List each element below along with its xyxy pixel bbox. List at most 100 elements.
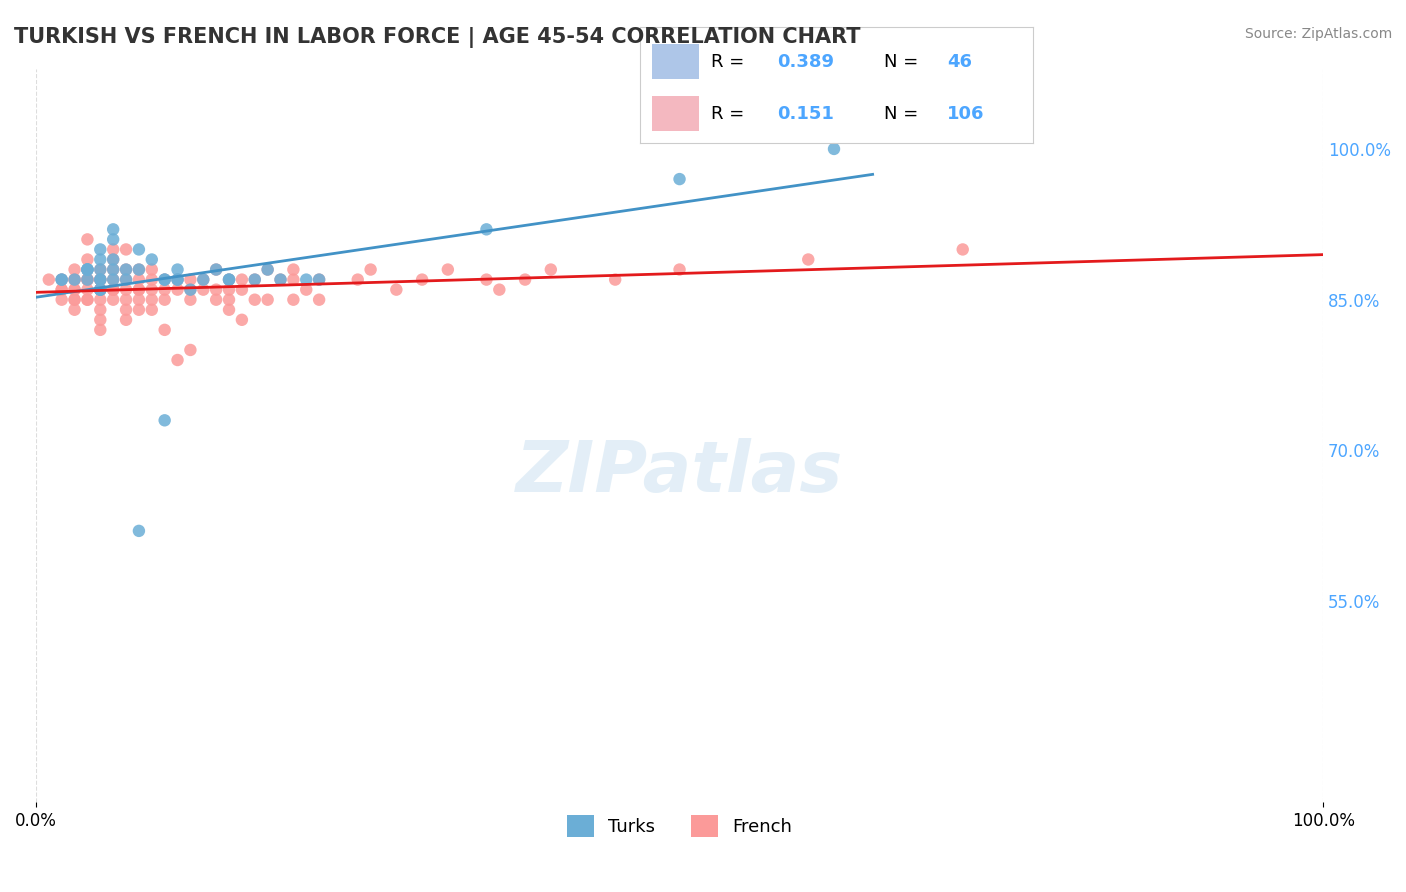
Text: 106: 106	[946, 104, 984, 123]
Point	[63, 283, 86, 297]
Point	[89, 283, 111, 297]
Point	[76, 283, 98, 297]
Point	[89, 262, 111, 277]
Point	[63, 272, 86, 286]
Point	[605, 272, 627, 286]
Point	[231, 272, 253, 286]
Point	[823, 142, 845, 156]
Point	[89, 283, 111, 297]
Point	[63, 293, 86, 307]
Point	[513, 272, 536, 286]
Point	[128, 262, 150, 277]
Text: R =: R =	[710, 104, 749, 123]
Point	[63, 262, 86, 277]
Point	[141, 293, 163, 307]
Point	[179, 283, 201, 297]
Point	[89, 313, 111, 327]
Point	[179, 343, 201, 357]
Point	[952, 243, 974, 257]
Point	[101, 262, 124, 277]
Point	[101, 222, 124, 236]
Point	[76, 262, 98, 277]
Point	[488, 283, 510, 297]
Point	[128, 243, 150, 257]
Point	[76, 272, 98, 286]
FancyBboxPatch shape	[651, 96, 699, 131]
Point	[101, 262, 124, 277]
Point	[115, 313, 138, 327]
Point	[101, 272, 124, 286]
Point	[256, 262, 278, 277]
Point	[63, 272, 86, 286]
Point	[76, 262, 98, 277]
Point	[218, 302, 240, 317]
Point	[101, 283, 124, 297]
Legend: Turks, French: Turks, French	[560, 808, 800, 845]
Point	[101, 293, 124, 307]
Point	[243, 272, 266, 286]
Point	[89, 283, 111, 297]
Point	[411, 272, 433, 286]
Point	[270, 272, 292, 286]
Point	[218, 272, 240, 286]
Point	[115, 262, 138, 277]
Text: N =: N =	[884, 53, 924, 70]
Point	[437, 262, 460, 277]
Point	[475, 272, 498, 286]
Point	[115, 283, 138, 297]
Point	[166, 272, 188, 286]
Point	[153, 323, 176, 337]
Point	[63, 302, 86, 317]
Point	[153, 272, 176, 286]
Point	[115, 293, 138, 307]
Point	[166, 283, 188, 297]
Point	[205, 283, 228, 297]
Point	[385, 283, 408, 297]
Point	[668, 172, 690, 186]
Point	[308, 293, 330, 307]
Point	[153, 413, 176, 427]
Point	[205, 262, 228, 277]
Point	[115, 272, 138, 286]
Point	[101, 252, 124, 267]
Point	[89, 283, 111, 297]
Point	[166, 272, 188, 286]
Text: Source: ZipAtlas.com: Source: ZipAtlas.com	[1244, 27, 1392, 41]
Point	[51, 293, 73, 307]
Point	[115, 262, 138, 277]
Point	[51, 283, 73, 297]
Point	[346, 272, 368, 286]
Point	[153, 293, 176, 307]
Point	[668, 262, 690, 277]
Point	[51, 272, 73, 286]
Point	[179, 293, 201, 307]
Point	[179, 272, 201, 286]
Point	[63, 293, 86, 307]
Point	[475, 222, 498, 236]
Point	[89, 272, 111, 286]
Point	[76, 293, 98, 307]
Point	[101, 283, 124, 297]
Point	[540, 262, 562, 277]
Point	[218, 293, 240, 307]
Point	[128, 293, 150, 307]
Point	[76, 293, 98, 307]
Point	[256, 293, 278, 307]
Point	[76, 272, 98, 286]
Point	[128, 283, 150, 297]
Point	[89, 323, 111, 337]
Point	[243, 272, 266, 286]
Point	[231, 283, 253, 297]
Point	[89, 283, 111, 297]
Point	[205, 293, 228, 307]
Point	[76, 272, 98, 286]
Point	[243, 293, 266, 307]
Point	[128, 283, 150, 297]
Point	[283, 272, 305, 286]
Point	[308, 272, 330, 286]
Point	[308, 272, 330, 286]
Text: ZIPatlas: ZIPatlas	[516, 438, 844, 507]
Point	[128, 272, 150, 286]
Point	[153, 283, 176, 297]
Point	[141, 302, 163, 317]
